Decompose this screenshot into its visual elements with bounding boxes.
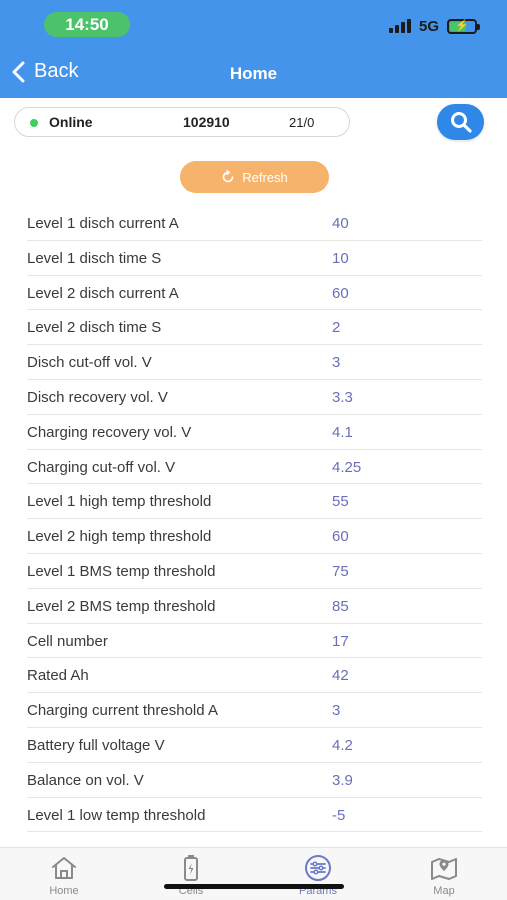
back-label: Back [34,60,79,82]
param-row[interactable]: Charging recovery vol. V 4.1 [27,415,482,450]
param-label: Level 2 high temp threshold [27,528,212,546]
bottom-tab-bar: Home Cells Params Map [0,847,507,900]
param-value: 10 [332,249,349,267]
battery-icon: ⚡ [447,18,480,34]
param-label: Charging cut-off vol. V [27,458,176,476]
param-value: 4.2 [332,736,353,754]
battery-cell-icon [184,855,198,881]
param-value: 2 [332,319,341,337]
status-indicators: 5G ⚡ [388,16,480,36]
param-label: Rated Ah [27,667,89,685]
signal-icon [388,19,411,33]
param-label: Level 1 disch time S [27,249,162,267]
param-label: Level 2 BMS temp threshold [27,597,216,615]
device-status-bar[interactable]: Online 102910 21/0 [14,107,350,137]
device-state: Online [49,114,93,130]
param-label: Cell number [27,632,108,650]
param-row[interactable]: Level 2 high temp threshold 60 [27,519,482,554]
params-list: Level 1 disch current A 40 Level 1 disch … [0,206,507,833]
param-label: Level 1 disch current A [27,215,179,232]
refresh-label: Refresh [242,169,288,185]
param-label: Level 2 disch time S [27,319,162,337]
param-row[interactable]: Level 1 high temp threshold 55 [27,484,482,520]
param-label: Charging recovery vol. V [27,423,192,441]
tab-params[interactable]: Params [278,854,358,897]
param-label: Level 1 BMS temp threshold [27,562,216,580]
home-indicator [164,884,344,889]
home-icon [52,857,76,879]
map-icon [431,858,457,880]
param-value: 17 [332,632,349,650]
param-row[interactable]: Balance on vol. V 3.9 [27,763,482,798]
param-row[interactable]: Charging cut-off vol. V 4.25 [27,450,482,485]
search-button[interactable] [437,104,484,140]
param-row[interactable]: Disch recovery vol. V 3.3 [27,380,482,415]
param-value: -5 [332,806,346,824]
search-icon [450,112,472,133]
param-row[interactable]: Disch cut-off vol. V 3 [27,345,482,380]
tab-map[interactable]: Map [404,854,484,897]
param-row[interactable]: Level 1 disch current A 40 [27,206,482,241]
param-row[interactable]: Cell number 17 [27,624,482,659]
param-value: 3 [332,354,341,372]
param-value: 75 [332,562,349,580]
param-row[interactable]: Level 1 low temp threshold -5 [27,798,482,833]
param-row[interactable]: Level 1 disch time S 10 [27,241,482,276]
network-type: 5G [418,17,439,35]
device-id: 102910 [183,114,230,130]
param-value: 4.25 [332,458,362,476]
param-value: 42 [332,667,349,685]
sliders-icon [305,855,331,881]
param-row[interactable]: Level 1 BMS temp threshold 75 [27,554,482,589]
param-value: 40 [332,215,349,232]
param-label: Disch cut-off vol. V [27,354,152,372]
param-label: Disch recovery vol. V [27,388,168,406]
param-row[interactable]: Rated Ah 42 [27,658,482,694]
param-row[interactable]: Level 2 disch time S 2 [27,310,482,346]
refresh-button[interactable]: Refresh [180,161,329,193]
back-button[interactable]: Back [10,60,78,83]
param-row[interactable]: Level 2 disch current A 60 [27,276,482,311]
param-value: 60 [332,284,349,302]
param-label: Battery full voltage V [27,736,165,754]
param-value: 3 [332,702,341,720]
page-title: Home [229,64,278,83]
param-value: 3.3 [332,388,353,406]
param-label: Level 1 low temp threshold [27,806,206,824]
param-label: Level 1 high temp threshold [27,493,212,511]
param-value: 3.9 [332,771,353,789]
device-count: 21/0 [289,115,315,130]
param-label: Charging current threshold A [27,702,218,720]
tab-label: Home [49,885,79,897]
refresh-icon [222,170,234,183]
param-row[interactable]: Battery full voltage V 4.2 [27,728,482,763]
tab-home[interactable]: Home [24,854,104,897]
param-row[interactable]: Charging current threshold A 3 [27,693,482,728]
param-value: 60 [332,528,349,546]
tab-cells[interactable]: Cells [151,854,231,897]
param-value: 85 [332,597,349,615]
param-label: Balance on vol. V [27,771,144,789]
online-dot-icon [30,119,38,127]
param-value: 4.1 [332,423,353,441]
app-header: 14:50 5G ⚡ Back Home [0,0,507,98]
status-time: 14:50 [44,12,130,37]
chevron-left-icon [12,61,25,82]
param-value: 55 [332,493,349,511]
param-label: Level 2 disch current A [27,284,179,302]
param-row[interactable]: Level 2 BMS temp threshold 85 [27,589,482,624]
tab-label: Map [433,885,455,897]
